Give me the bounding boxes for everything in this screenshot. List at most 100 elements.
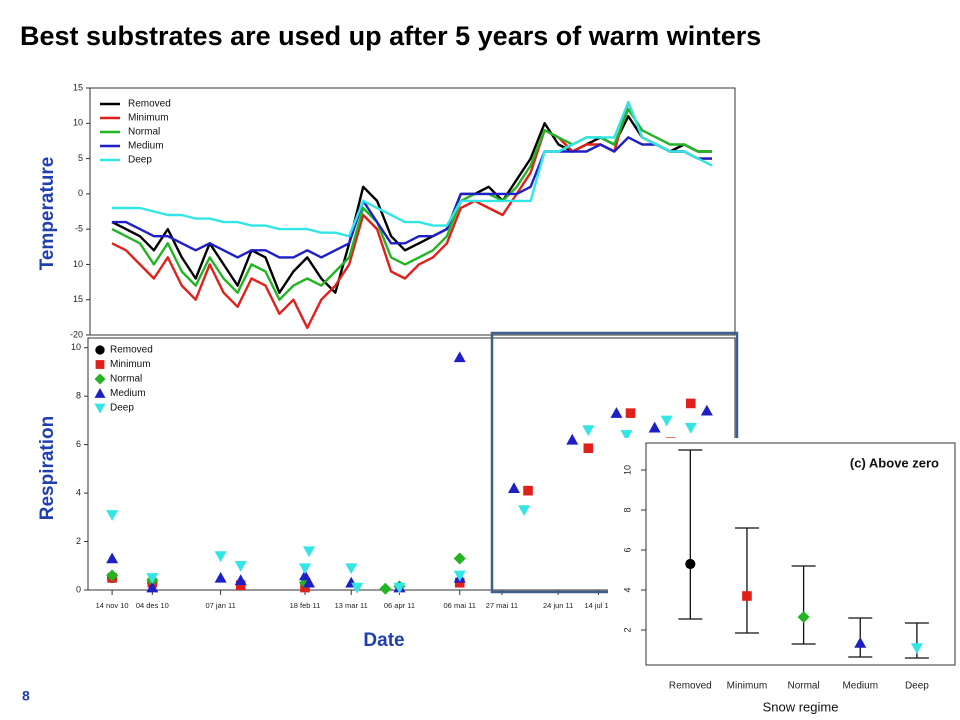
legend-swatch: [94, 388, 106, 398]
y-axis-label: Temperature: [37, 157, 58, 271]
marker: [235, 580, 246, 590]
marker: [146, 573, 159, 584]
legend-label: Medium: [110, 388, 146, 399]
marker: [620, 430, 633, 441]
legend-label: Deep: [110, 403, 134, 414]
marker: [566, 433, 579, 445]
legend-label: Minimum: [128, 113, 169, 124]
marker: [453, 552, 466, 565]
y-tick-label: 8: [76, 391, 81, 401]
y-tick-label: 10: [622, 465, 632, 475]
y-tick-label: -20: [70, 329, 83, 339]
y-tick-label: 10: [73, 259, 83, 269]
marker: [454, 577, 465, 588]
y-tick-label: 8: [622, 507, 632, 512]
slide-title: Best substrates are used up after 5 year…: [20, 21, 761, 51]
marker: [518, 505, 531, 517]
x-tick-label: 06 apr 11: [384, 601, 415, 610]
x-tick-label: 27 mai 11: [486, 601, 518, 610]
x-tick-label: 04 des 10: [136, 601, 169, 610]
y-tick-label: 2: [622, 627, 632, 632]
marker: [507, 482, 520, 494]
x-tick-label: 13 mar 11: [335, 601, 368, 610]
legend-label: Removed: [110, 345, 153, 356]
marker: [234, 574, 247, 586]
error-bar: [678, 449, 703, 620]
marker: [610, 407, 623, 418]
y-tick-label: 0: [76, 584, 81, 594]
marker: [453, 570, 466, 582]
marker: [685, 558, 696, 570]
x-tick-label: 06 mai 11: [444, 601, 476, 610]
legend-label: Normal: [110, 374, 142, 385]
marker: [625, 408, 636, 418]
x-tick-label: 07 jan 11: [205, 601, 235, 610]
inset-title: (c) Above zero: [850, 455, 939, 470]
marker: [106, 510, 119, 521]
x-axis-label: Snow regime: [763, 699, 839, 714]
y-tick-label: 6: [76, 439, 81, 449]
marker: [393, 582, 406, 594]
legend-label: Deep: [128, 155, 152, 166]
marker: [214, 551, 227, 563]
y-tick-label: -5: [75, 224, 83, 234]
x-tick-label: Medium: [842, 681, 878, 692]
x-tick-label: Minimum: [727, 681, 768, 692]
y-tick-label: 15: [73, 82, 83, 92]
marker: [700, 404, 713, 416]
marker: [351, 582, 364, 594]
marker: [660, 415, 673, 427]
marker: [523, 485, 533, 496]
marker: [854, 637, 867, 648]
y-tick-label: 5: [78, 153, 83, 163]
line-series: [112, 100, 713, 238]
legend-swatch: [94, 373, 106, 385]
x-tick-label: Deep: [905, 681, 929, 692]
x-tick-label: 14 jul 11: [584, 601, 612, 610]
marker: [648, 421, 661, 433]
marker: [345, 563, 358, 575]
y-tick-label: 10: [73, 118, 83, 128]
y-tick-label: 4: [76, 487, 81, 497]
error-bar: [791, 565, 816, 645]
marker: [379, 582, 392, 595]
marker: [299, 569, 312, 581]
y-tick-label: 4: [622, 587, 632, 592]
marker: [910, 643, 923, 654]
marker: [106, 552, 119, 564]
marker: [742, 591, 752, 601]
x-tick-label: 24 jun 11: [543, 601, 573, 610]
legend-label: Removed: [128, 99, 171, 110]
marker: [453, 351, 466, 363]
x-tick-label: Normal: [787, 681, 819, 692]
legend-label: Medium: [128, 141, 164, 152]
y-tick-label: 15: [73, 294, 83, 304]
y-tick-label: 2: [76, 536, 81, 546]
marker: [299, 563, 312, 575]
marker: [303, 576, 316, 588]
legend-swatch: [95, 345, 105, 355]
x-axis-label: Date: [363, 630, 404, 651]
marker: [234, 560, 247, 572]
marker: [214, 571, 227, 583]
legend-swatch: [95, 360, 105, 369]
y-axis-label: Respiration: [37, 416, 58, 521]
marker: [797, 611, 810, 623]
marker: [146, 581, 159, 593]
y-tick-label: 0: [78, 188, 83, 198]
y-tick-label: 10: [71, 342, 81, 352]
x-tick-label: 18 feb 11: [290, 601, 321, 610]
y-tick-label: 6: [622, 547, 632, 552]
error-bar: [734, 527, 759, 634]
marker: [684, 422, 697, 434]
line-series: [112, 136, 712, 259]
legend-label: Minimum: [110, 359, 151, 370]
legend-swatch: [94, 403, 106, 414]
x-tick-label: 14 nov 10: [96, 601, 129, 610]
marker: [685, 398, 696, 409]
x-tick-label: Removed: [669, 681, 712, 692]
page-number: 8: [22, 688, 30, 704]
marker: [303, 546, 316, 558]
plot-frame: [645, 442, 956, 666]
